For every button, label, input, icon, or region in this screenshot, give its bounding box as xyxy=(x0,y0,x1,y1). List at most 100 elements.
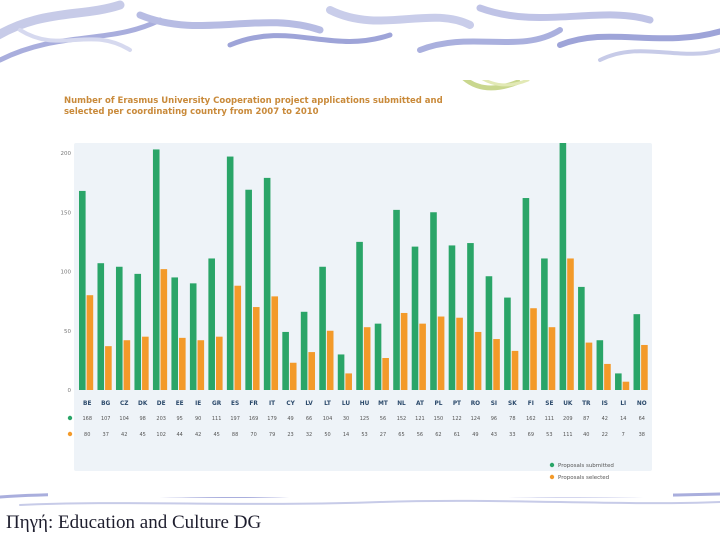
data-label-submitted: 169 xyxy=(249,416,259,422)
bar-selected-se xyxy=(548,327,556,390)
data-label-submitted: 78 xyxy=(509,416,515,422)
data-label-selected: 32 xyxy=(306,432,312,438)
bar-submitted-cz xyxy=(115,266,123,390)
data-label-selected: 33 xyxy=(509,432,515,438)
legend-marker-selected xyxy=(549,474,555,480)
y-tick-label: 0 xyxy=(68,388,72,394)
x-tick-label: PL xyxy=(434,401,442,407)
x-tick-label: IT xyxy=(269,401,275,407)
source-caption: Πηγή: Education and Culture DG xyxy=(6,512,262,533)
data-label-submitted: 104 xyxy=(323,416,333,422)
data-label-submitted: 179 xyxy=(267,416,277,422)
data-label-submitted: 64 xyxy=(639,416,645,422)
bar-selected-it xyxy=(271,296,279,390)
bar-submitted-gr xyxy=(208,258,215,390)
row-marker-selected xyxy=(67,431,73,437)
data-label-selected: 22 xyxy=(602,432,608,438)
bar-selected-pl xyxy=(437,316,445,390)
bar-selected-tr xyxy=(585,342,593,390)
data-label-submitted: 125 xyxy=(360,416,370,422)
data-label-selected: 23 xyxy=(287,432,293,438)
bar-selected-lu xyxy=(345,373,352,390)
bar-selected-is xyxy=(604,363,611,390)
x-tick-label: IE xyxy=(195,401,201,407)
data-label-submitted: 14 xyxy=(620,416,626,422)
bar-submitted-pl xyxy=(430,212,437,390)
data-label-submitted: 96 xyxy=(491,416,497,422)
bar-selected-uk xyxy=(567,258,574,390)
bar-selected-fr xyxy=(252,307,260,390)
x-tick-label: FI xyxy=(528,401,534,407)
x-tick-label: ES xyxy=(231,401,239,407)
bar-submitted-hu xyxy=(356,241,363,390)
y-tick-label: 200 xyxy=(61,151,72,157)
bar-submitted-ro xyxy=(467,243,474,390)
data-label-selected: 88 xyxy=(232,432,238,438)
bar-submitted-cy xyxy=(282,331,289,390)
data-label-submitted: 124 xyxy=(471,416,481,422)
x-tick-label: GR xyxy=(212,401,222,407)
data-label-submitted: 150 xyxy=(434,416,444,422)
data-label-submitted: 121 xyxy=(415,416,425,422)
data-label-selected: 37 xyxy=(103,432,109,438)
data-label-selected: 45 xyxy=(140,432,146,438)
bar-selected-de xyxy=(160,269,168,390)
bar-submitted-no xyxy=(633,314,641,390)
bar-submitted-it xyxy=(263,177,271,390)
bar-submitted-se xyxy=(541,258,548,390)
bar-submitted-is xyxy=(596,340,604,390)
bar-submitted-nl xyxy=(393,209,400,390)
data-label-submitted: 162 xyxy=(526,416,536,422)
data-label-selected: 61 xyxy=(454,432,460,438)
data-label-selected: 53 xyxy=(361,432,367,438)
x-tick-label: LV xyxy=(305,401,313,407)
x-tick-label: SE xyxy=(545,401,553,407)
data-label-selected: 53 xyxy=(546,432,552,438)
x-tick-label: UK xyxy=(563,401,573,407)
data-label-selected: 65 xyxy=(398,432,404,438)
bar-submitted-tr xyxy=(578,286,585,390)
x-tick-label: IS xyxy=(602,401,608,407)
bar-submitted-bg xyxy=(97,263,105,390)
data-label-selected: 49 xyxy=(472,432,478,438)
bar-submitted-fr xyxy=(245,189,252,390)
data-label-selected: 43 xyxy=(491,432,497,438)
x-tick-label: DE xyxy=(157,401,166,407)
bar-selected-lt xyxy=(326,330,334,390)
data-label-submitted: 104 xyxy=(119,416,129,422)
bar-submitted-mt xyxy=(374,323,382,390)
bar-selected-hu xyxy=(363,327,371,390)
data-label-selected: 50 xyxy=(324,432,330,438)
x-tick-label: LU xyxy=(342,401,350,407)
data-label-selected: 80 xyxy=(84,432,90,438)
x-tick-label: LI xyxy=(620,401,626,407)
bar-selected-mt xyxy=(382,358,389,390)
bar-submitted-li xyxy=(615,373,622,390)
bar-submitted-uk xyxy=(559,143,567,390)
bar-submitted-pt xyxy=(448,245,456,390)
x-tick-label: BG xyxy=(101,401,110,407)
x-tick-label: PT xyxy=(453,401,461,407)
data-label-submitted: 66 xyxy=(306,416,312,422)
bar-selected-nl xyxy=(400,312,408,390)
bar-selected-cy xyxy=(289,362,297,390)
data-label-selected: 38 xyxy=(639,432,645,438)
bar-selected-no xyxy=(641,344,648,390)
bar-selected-pt xyxy=(456,317,463,390)
x-tick-label: CZ xyxy=(120,401,128,407)
x-tick-label: DK xyxy=(138,401,148,407)
data-label-selected: 42 xyxy=(121,432,127,438)
bar-submitted-lt xyxy=(319,266,326,390)
chart-title: Number of Erasmus University Cooperation… xyxy=(64,96,443,117)
data-label-selected: 27 xyxy=(380,432,386,438)
bar-submitted-dk xyxy=(134,273,142,390)
x-tick-label: NO xyxy=(637,401,647,407)
legend-label-submitted: Proposals submitted xyxy=(558,463,614,469)
bar-submitted-ie xyxy=(189,283,197,390)
x-tick-label: RO xyxy=(471,401,480,407)
data-label-selected: 62 xyxy=(435,432,441,438)
x-tick-label: LT xyxy=(324,401,331,407)
corner-ornament xyxy=(462,80,530,91)
bar-selected-gr xyxy=(215,336,223,390)
x-tick-label: EE xyxy=(176,401,184,407)
